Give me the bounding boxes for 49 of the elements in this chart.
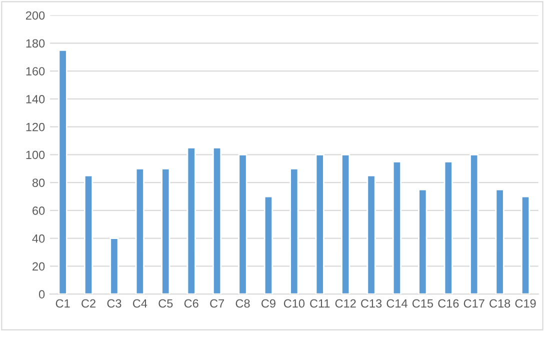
y-tick-label: 60 [32, 206, 45, 215]
x-tick-label: C16 [438, 299, 459, 308]
x-tick-label: C18 [490, 299, 510, 308]
bar [264, 196, 273, 294]
y-tick-label: 0 [38, 290, 45, 298]
bar [418, 188, 428, 294]
bar [110, 238, 119, 294]
x-tick-label: C3 [107, 299, 122, 308]
x-tick-label: C7 [210, 299, 224, 308]
x-tick-label: C8 [236, 299, 250, 308]
x-tick-label: C4 [132, 299, 148, 308]
bar [444, 160, 453, 294]
x-tick-label: C12 [335, 299, 356, 308]
y-tick-label: 200 [26, 11, 45, 20]
y-tick-label: 40 [32, 234, 45, 243]
y-tick-label: 160 [26, 67, 45, 76]
x-tick-label: C2 [82, 299, 96, 308]
x-tick-label: C6 [184, 299, 198, 308]
bar [290, 168, 299, 294]
bar [238, 154, 248, 294]
y-tick-label: 180 [26, 39, 45, 48]
x-tick-label: C13 [361, 299, 382, 308]
bar [392, 160, 402, 294]
bar [315, 154, 324, 294]
x-tick-label: C11 [310, 299, 330, 308]
bar [186, 147, 196, 294]
x-tick-label: C19 [515, 299, 536, 308]
bar [470, 154, 479, 294]
y-tick-label: 20 [32, 262, 45, 271]
y-tick-label: 120 [26, 122, 45, 132]
bar [520, 196, 530, 294]
x-tick-label: C17 [464, 299, 484, 308]
bar [341, 154, 350, 294]
bar [58, 49, 68, 294]
y-tick-label: 100 [26, 150, 45, 160]
x-tick-label: C1 [56, 299, 70, 308]
bar [135, 168, 144, 294]
x-tick-label: C14 [386, 299, 408, 308]
bar [366, 174, 376, 294]
x-tick-label: C15 [412, 299, 434, 308]
x-tick-label: C9 [262, 299, 276, 308]
x-tick-label: C10 [284, 299, 305, 308]
bar [161, 168, 170, 294]
bar [212, 147, 222, 294]
bar [495, 188, 504, 294]
y-tick-label: 140 [26, 94, 45, 104]
y-tick-label: 80 [32, 178, 45, 187]
x-tick-label: C5 [158, 299, 173, 308]
bar [84, 174, 94, 294]
